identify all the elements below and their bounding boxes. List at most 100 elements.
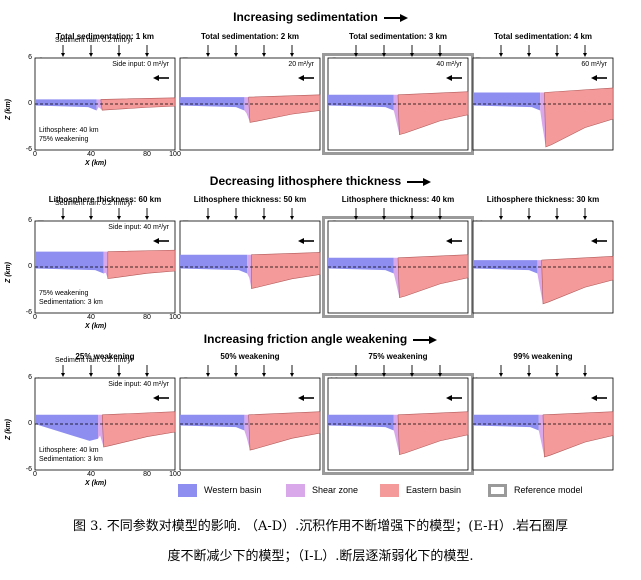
eastern-basin (543, 411, 613, 457)
eastern-basin (398, 91, 468, 135)
sediment-rain-label: Sediment rain: 0.2 mm/yr (55, 200, 134, 207)
y-axis-label: Z (km) (5, 99, 12, 120)
down-arrow-icon (438, 53, 442, 57)
model-panel (472, 377, 614, 471)
western-basin (328, 414, 394, 431)
western-basin (35, 414, 98, 441)
x-tick-label: 0 (33, 314, 37, 321)
panel-title: Total sedimentation: 2 km (200, 32, 300, 41)
model-plot (472, 220, 614, 314)
side-input-label: Side input: 0 m²/yr (112, 61, 169, 68)
western-basin (180, 414, 245, 431)
side-input-arrow-head (446, 75, 452, 81)
down-arrow-icon (555, 373, 559, 377)
panel-title: Lithosphere thickness: 30 km (486, 195, 600, 204)
y-tick-label: 0 (28, 263, 32, 270)
down-arrow-icon (262, 53, 266, 57)
x-tick-label: 0 (33, 151, 37, 158)
x-tick-label: 40 (87, 471, 95, 478)
side-input-label: 60 m²/yr (581, 61, 607, 68)
shear-zone (540, 92, 546, 147)
eastern-basin (544, 87, 613, 147)
legend-swatch (380, 484, 399, 497)
x-axis-label: X (km) (85, 160, 107, 167)
down-arrow-icon (354, 373, 358, 377)
sediment-rain-arrows (499, 365, 587, 377)
y-tick-label: 6 (28, 54, 32, 61)
down-arrow-icon (583, 373, 587, 377)
eastern-basin (107, 250, 175, 279)
eastern-basin (248, 94, 320, 123)
side-input-arrow-head (298, 238, 304, 244)
x-tick-label: 40 (87, 314, 95, 321)
shear-zone (538, 414, 545, 457)
model-panel (327, 377, 469, 471)
shear-zone (393, 94, 400, 135)
model-panel (327, 220, 469, 314)
sediment-rain-arrows (354, 208, 442, 220)
down-arrow-icon (499, 53, 503, 57)
eastern-basin (398, 254, 468, 298)
model-plot (327, 57, 469, 151)
down-arrow-icon (527, 216, 531, 220)
sediment-rain-arrows (499, 208, 587, 220)
legend-label: Eastern basin (406, 485, 462, 495)
model-panel (34, 57, 176, 151)
model-plot (179, 220, 321, 314)
legend-swatch (286, 484, 305, 497)
side-input-arrow-head (298, 75, 304, 81)
eastern-basin-outline (101, 411, 176, 448)
side-input-label: 20 m²/yr (288, 61, 314, 68)
shear-zone (393, 414, 400, 455)
legend-label: Shear zone (312, 485, 359, 495)
down-arrow-icon (145, 216, 149, 220)
down-arrow-icon (206, 216, 210, 220)
y-tick-label: 6 (28, 374, 32, 381)
sediment-rain-arrows (61, 365, 149, 377)
down-arrow-icon (206, 53, 210, 57)
model-plot (327, 220, 469, 314)
down-arrow-icon (290, 373, 294, 377)
note-line: Sedimentation: 3 km (39, 456, 103, 463)
model-plot (327, 377, 469, 471)
side-input-arrow-head (591, 75, 597, 81)
sediment-rain-arrows (61, 45, 149, 57)
arrow-head (429, 335, 438, 344)
eastern-basin-outline (397, 411, 469, 456)
y-axis-label: Z (km) (5, 262, 12, 283)
side-input-arrow-head (298, 395, 304, 401)
side-input-arrow-head (153, 238, 159, 244)
x-axis-label: X (km) (85, 480, 107, 487)
model-plot (179, 57, 321, 151)
eastern-basin-outline (544, 87, 614, 148)
side-input-label: Side input: 40 m²/yr (108, 381, 169, 388)
y-tick-label: 0 (28, 100, 32, 107)
model-plot (472, 377, 614, 471)
eastern-basin-outline (248, 411, 321, 451)
model-panel (472, 220, 614, 314)
down-arrow-icon (499, 373, 503, 377)
panel-title: Lithosphere thickness: 60 km (48, 195, 162, 204)
sediment-rain-arrows (206, 365, 294, 377)
panel-title: Total sedimentation: 4 km (493, 32, 593, 41)
model-panel (179, 220, 321, 314)
eastern-basin-outline (100, 97, 176, 111)
eastern-basin (541, 256, 613, 304)
model-panel (327, 57, 469, 151)
right-arrow-icon (383, 13, 408, 22)
panel-title: 50% weakening (220, 352, 280, 361)
sediment-rain-arrows (354, 365, 442, 377)
down-arrow-icon (410, 373, 414, 377)
down-arrow-icon (555, 216, 559, 220)
panel-title: Lithosphere thickness: 50 km (193, 195, 307, 204)
western-basin (35, 99, 97, 111)
panel-notes: Lithosphere: 40 km 75% weakening (39, 126, 99, 144)
x-tick-label: 40 (87, 151, 95, 158)
eastern-basin-outline (397, 254, 469, 299)
western-basin (180, 254, 248, 274)
shear-zone (103, 251, 108, 279)
side-input-label: 40 m²/yr (436, 61, 462, 68)
down-arrow-icon (145, 53, 149, 57)
down-arrow-icon (438, 373, 442, 377)
down-arrow-icon (290, 216, 294, 220)
